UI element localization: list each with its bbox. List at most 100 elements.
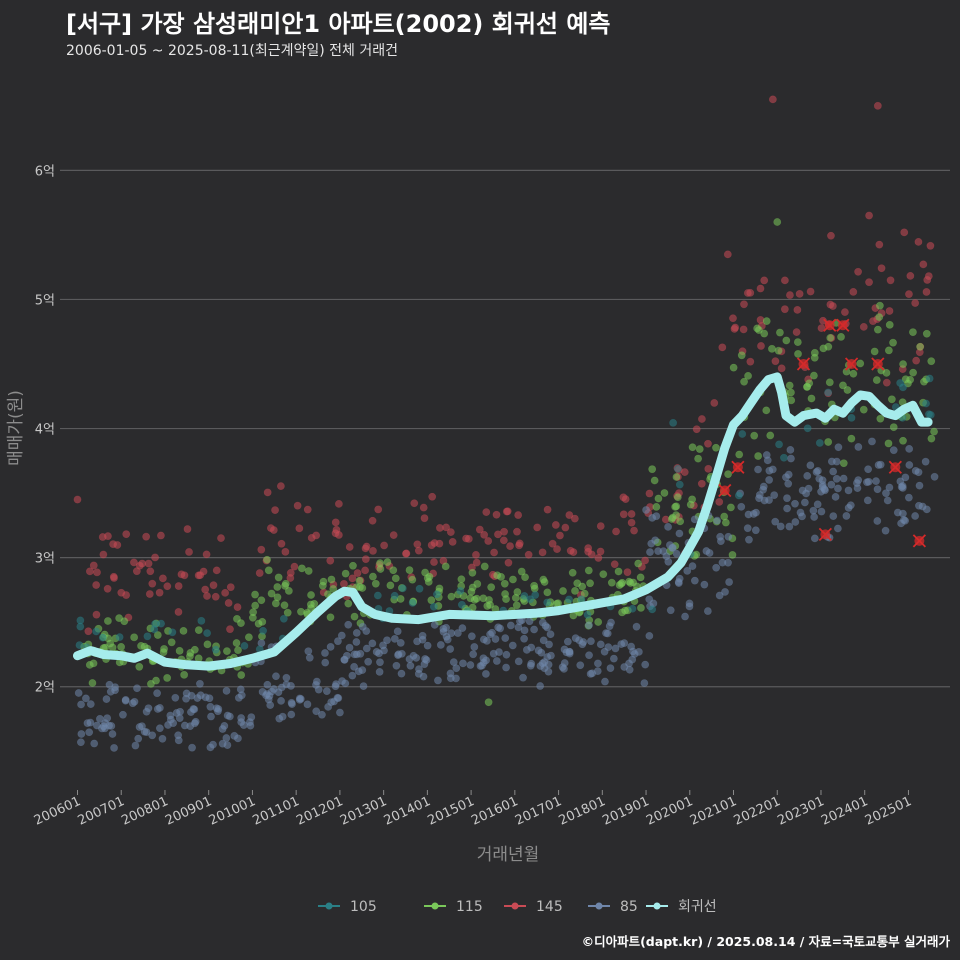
data-point-85 <box>716 537 725 546</box>
data-point-115 <box>130 633 139 642</box>
x-tick-label: 201701 <box>513 794 564 829</box>
data-point-85 <box>336 708 344 717</box>
chart-title: [서구] 가장 삼성래미안1 아파트(2002) 회귀선 예측 <box>66 10 611 38</box>
data-point-145 <box>389 531 398 540</box>
data-point-115 <box>885 320 894 329</box>
data-point-145 <box>484 537 493 545</box>
data-point-145 <box>710 399 719 407</box>
data-point-145 <box>500 527 509 536</box>
data-point-145 <box>569 548 578 557</box>
data-point-145 <box>841 308 849 317</box>
data-point-85 <box>863 478 871 487</box>
data-point-85 <box>476 662 485 670</box>
regression-line <box>73 372 933 671</box>
data-point-85 <box>911 512 920 520</box>
data-point-105 <box>150 625 159 634</box>
data-point-85 <box>502 650 511 659</box>
data-point-145 <box>472 558 481 567</box>
data-point-145 <box>380 541 389 550</box>
x-tick-label: 202001 <box>644 794 695 829</box>
data-point-105 <box>520 592 529 600</box>
data-point-115 <box>594 618 603 626</box>
data-point-85 <box>768 465 777 474</box>
data-point-115 <box>108 643 117 652</box>
data-point-115 <box>234 646 242 655</box>
data-point-115 <box>909 368 918 377</box>
data-point-145 <box>533 523 542 532</box>
data-point-115 <box>297 564 306 573</box>
data-point-85 <box>362 644 371 653</box>
data-point-85 <box>492 657 501 665</box>
data-point-85 <box>832 457 841 466</box>
data-point-85 <box>90 739 99 748</box>
data-point-85 <box>327 698 336 707</box>
highlight-cross <box>796 357 811 371</box>
data-point-85 <box>312 681 320 689</box>
data-point-145 <box>697 479 706 488</box>
data-point-115 <box>487 583 496 592</box>
data-point-145 <box>926 241 935 250</box>
data-point-145 <box>743 289 752 297</box>
data-point-145 <box>361 566 370 575</box>
data-point-85 <box>446 669 455 678</box>
data-point-115 <box>147 680 155 688</box>
legend-item: 85 <box>588 899 638 915</box>
data-point-85 <box>375 668 384 676</box>
data-point-85 <box>506 621 515 630</box>
data-point-85 <box>703 607 712 615</box>
data-point-115 <box>327 575 336 584</box>
data-point-85 <box>724 532 733 541</box>
data-point-115 <box>721 518 730 527</box>
data-point-85 <box>102 695 111 704</box>
data-point-105 <box>197 616 206 625</box>
data-point-85 <box>77 730 86 738</box>
data-point-85 <box>106 687 115 696</box>
data-point-115 <box>762 317 771 326</box>
data-point-85 <box>537 648 546 657</box>
data-point-115 <box>774 346 783 355</box>
x-tick-label: 201601 <box>469 794 520 829</box>
data-point-85 <box>526 661 535 670</box>
data-point-145 <box>553 545 561 554</box>
data-point-85 <box>502 663 510 672</box>
data-point-85 <box>171 693 180 702</box>
scatter-points <box>73 95 939 752</box>
data-point-145 <box>504 558 513 567</box>
data-point-85 <box>393 627 402 636</box>
data-point-115 <box>167 638 176 647</box>
data-point-145 <box>692 425 701 434</box>
data-point-105 <box>168 628 177 637</box>
data-point-85 <box>594 659 602 668</box>
data-point-85 <box>153 689 162 698</box>
data-point-85 <box>560 659 569 667</box>
data-point-105 <box>565 595 573 604</box>
data-point-115 <box>920 377 928 386</box>
data-point-115 <box>389 566 398 575</box>
data-point-85 <box>681 612 689 621</box>
data-point-85 <box>380 646 388 655</box>
data-point-85 <box>390 634 399 643</box>
data-point-85 <box>223 741 232 749</box>
data-point-85 <box>646 548 654 557</box>
data-point-115 <box>654 494 663 503</box>
data-point-85 <box>467 632 476 641</box>
data-point-145 <box>729 314 737 323</box>
data-point-115 <box>244 633 253 642</box>
data-point-115 <box>468 568 477 577</box>
data-point-85 <box>885 483 894 492</box>
data-point-105 <box>457 600 466 609</box>
data-point-105 <box>780 453 788 462</box>
data-point-115 <box>480 562 489 571</box>
data-point-115 <box>273 593 282 602</box>
data-point-145 <box>885 307 894 315</box>
data-point-115 <box>467 587 476 596</box>
data-point-85 <box>419 672 428 681</box>
data-point-145 <box>257 545 266 554</box>
data-point-145 <box>148 579 157 588</box>
data-point-145 <box>873 101 882 110</box>
data-point-105 <box>433 590 441 599</box>
data-point-85 <box>702 547 711 555</box>
data-point-85 <box>806 461 815 470</box>
data-point-85 <box>494 623 503 632</box>
data-point-145 <box>570 514 579 523</box>
